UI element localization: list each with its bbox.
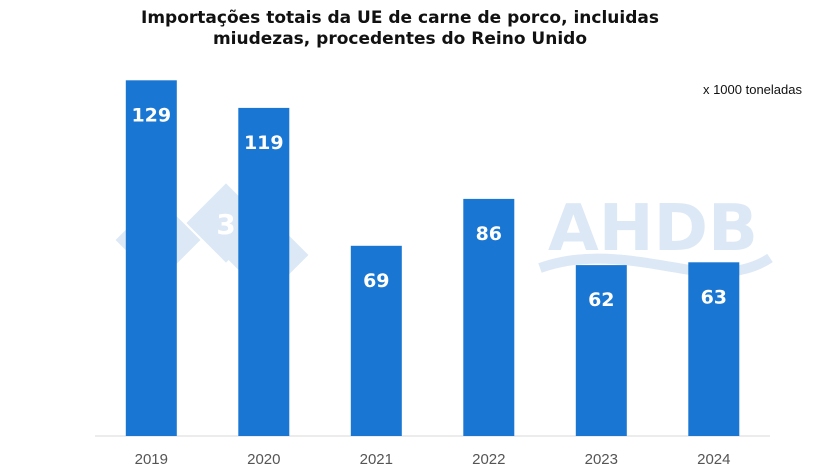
chart-title: Importações totais da UE de carne de por… [0,8,800,50]
ahdb-swoosh [538,253,773,278]
bars-group [125,80,740,437]
x-tick-label-2022: 2022 [472,451,505,468]
watermark: 3 3 3 AHDB [115,183,773,298]
data-label-2020: 119 [244,132,284,154]
x-tick-label-2021: 2021 [360,451,393,468]
badge-watermark-text-2: 3 [216,208,235,241]
x-tick-label-2024: 2024 [697,451,730,468]
x-tick-label-2019: 2019 [135,451,168,468]
data-label-2024: 63 [701,286,727,308]
data-label-2022: 86 [476,223,502,245]
x-tick-label-2020: 2020 [247,451,280,468]
bar-2023 [575,265,627,436]
bar-2022 [463,198,515,436]
data-label-2021: 69 [363,270,389,292]
data-label-2019: 129 [131,104,171,126]
chart-title-line-1: Importações totais da UE de carne de por… [141,8,659,28]
bar-2019 [125,80,177,437]
bar-2024 [688,262,740,436]
x-tick-labels-group: 2019 2020 2021 2022 2023 2024 [135,451,731,468]
x-tick-label-2023: 2023 [585,451,618,468]
ahdb-watermark-text: AHDB [548,192,758,266]
bar-2021 [350,245,402,436]
chart-title-line-2: miudezas, procedentes do Reino Unido [212,29,588,49]
data-labels-group: 129 119 69 86 62 63 [131,104,727,311]
data-label-2023: 62 [588,289,614,311]
bar-2020 [238,107,290,437]
unit-note: x 1000 toneladas [702,82,802,97]
ahdb-watermark-logo-icon: AHDB [538,192,773,278]
